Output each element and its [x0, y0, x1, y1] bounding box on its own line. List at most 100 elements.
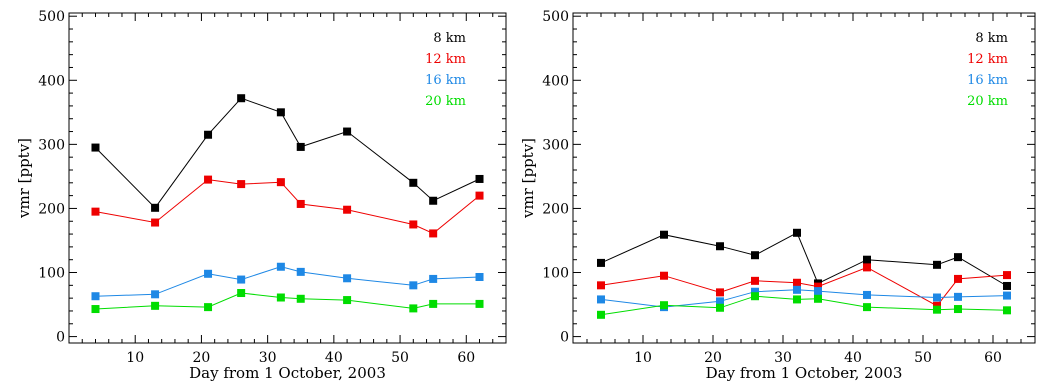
- data-point: [660, 271, 668, 280]
- data-point: [751, 287, 759, 296]
- y-tick-label: 100: [542, 266, 569, 282]
- data-point: [475, 273, 484, 281]
- data-point: [475, 299, 484, 308]
- data-point: [751, 251, 759, 260]
- data-point: [204, 303, 213, 312]
- data-point: [91, 207, 100, 216]
- data-point: [793, 278, 801, 287]
- x-tick-label: 60: [457, 350, 475, 366]
- y-tick-label: 500: [542, 9, 569, 25]
- chart-panel-1: 10 20 30 40 50 60 0 100 200 300 400 500 Day from 1 O…: [15, 9, 507, 382]
- data-point: [933, 305, 941, 314]
- series-line-12-km: [600, 266, 1008, 307]
- data-point: [237, 180, 246, 189]
- data-point: [429, 196, 438, 205]
- y-tick-label: 0: [560, 330, 569, 346]
- plot-frame: [572, 12, 1036, 344]
- x-tick-label: 50: [391, 350, 409, 366]
- data-point: [296, 267, 305, 276]
- data-point: [151, 290, 160, 299]
- data-point: [814, 287, 822, 296]
- y-tick-label: 400: [38, 73, 65, 89]
- data-point: [597, 295, 605, 304]
- data-point: [597, 281, 605, 290]
- data-point: [933, 260, 941, 269]
- data-point: [1003, 306, 1011, 315]
- data-point: [409, 281, 418, 290]
- data-point: [429, 274, 438, 283]
- data-point: [751, 292, 759, 301]
- data-point: [429, 299, 438, 308]
- x-tick-label: 20: [193, 350, 211, 366]
- x-tick-label: 50: [914, 350, 932, 366]
- x-tick-label: 10: [126, 350, 144, 366]
- series-line-16-km: [95, 266, 480, 297]
- data-point: [237, 275, 246, 284]
- data-point: [716, 303, 724, 312]
- plot-frame: [68, 12, 507, 344]
- chart-panel-2: 10 20 30 40 50 60 0 100 200 300 400 500 Day from 1 O…: [519, 9, 1036, 382]
- data-point: [343, 296, 352, 305]
- y-tick-label: 0: [56, 330, 65, 346]
- y-axis-label: vmr [pptv]: [15, 138, 33, 219]
- y-tick-label: 300: [542, 137, 569, 153]
- x-tick-label: 30: [259, 350, 277, 366]
- data-point: [296, 294, 305, 303]
- data-point: [409, 178, 418, 187]
- data-point: [91, 292, 100, 301]
- data-point: [954, 305, 962, 314]
- data-point: [954, 274, 962, 283]
- data-point: [151, 218, 160, 227]
- data-point: [751, 276, 759, 285]
- x-tick-label: 10: [634, 350, 652, 366]
- data-point: [276, 262, 285, 271]
- x-tick-label: 60: [984, 350, 1002, 366]
- data-point: [91, 305, 100, 314]
- legend-entry: 20 km: [967, 94, 1008, 109]
- y-tick-label: 400: [542, 73, 569, 89]
- data-point: [863, 290, 871, 299]
- legend-entry: 16 km: [967, 73, 1008, 88]
- data-point: [91, 143, 100, 152]
- legend-entry: 12 km: [967, 52, 1008, 67]
- data-point: [475, 191, 484, 200]
- x-tick-label: 40: [844, 350, 862, 366]
- data-point: [660, 301, 668, 310]
- data-point: [343, 274, 352, 283]
- data-point: [237, 94, 246, 103]
- x-tick-label: 30: [774, 350, 792, 366]
- data-point: [343, 205, 352, 214]
- data-point: [204, 269, 213, 278]
- x-tick-label: 40: [325, 350, 343, 366]
- data-point: [793, 228, 801, 237]
- y-axis-label: vmr [pptv]: [519, 138, 537, 219]
- data-point: [716, 297, 724, 306]
- data-point: [475, 174, 484, 183]
- legend-entry: 20 km: [425, 94, 466, 109]
- x-axis-label: Day from 1 October, 2003: [706, 364, 903, 382]
- legend-entry: 8 km: [433, 31, 466, 46]
- data-point: [814, 282, 822, 291]
- data-point: [793, 285, 801, 294]
- data-point: [597, 310, 605, 319]
- data-point: [151, 301, 160, 310]
- data-point: [276, 178, 285, 187]
- data-point: [954, 253, 962, 262]
- data-point: [151, 203, 160, 212]
- data-point: [863, 303, 871, 312]
- series-line-12-km: [95, 179, 480, 234]
- x-tick-label: 20: [704, 350, 722, 366]
- data-point: [660, 230, 668, 239]
- data-point: [237, 289, 246, 298]
- y-tick-label: 200: [542, 201, 569, 217]
- series-line-20-km: [95, 292, 480, 310]
- data-point: [1003, 271, 1011, 280]
- data-point: [716, 242, 724, 251]
- data-point: [296, 199, 305, 208]
- y-tick-label: 200: [38, 201, 65, 217]
- data-point: [1003, 291, 1011, 300]
- data-point: [954, 292, 962, 301]
- data-point: [409, 304, 418, 313]
- data-point: [276, 108, 285, 117]
